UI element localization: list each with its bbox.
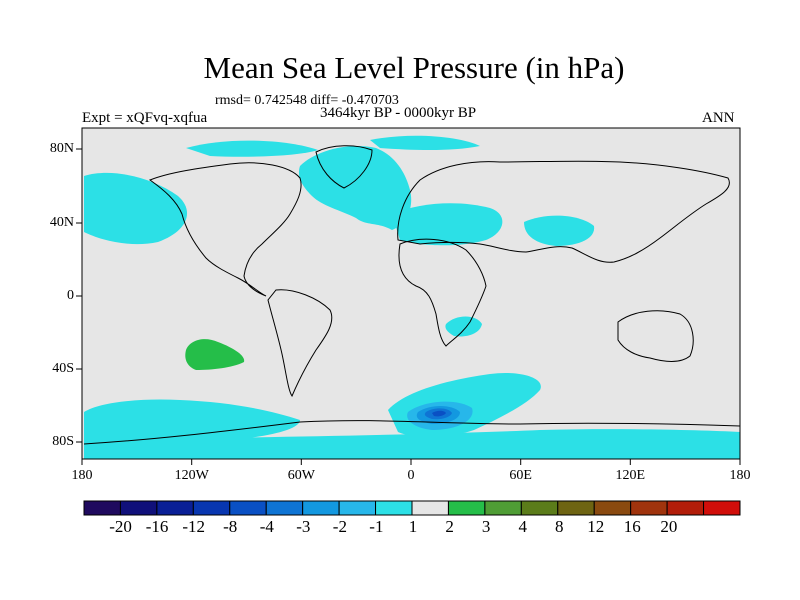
colorbar-box [229,500,267,516]
colorbar-label: -16 [145,517,169,536]
colorbar-box [557,500,595,516]
lon-label-180e: 180 [729,468,751,483]
colorbar-box [83,500,121,516]
anomaly-arctic-east [370,135,480,150]
lon-label-60e: 60E [509,468,532,483]
experiment-label: Expt = xQFvq-xqfua [82,110,208,126]
coastlines [83,145,741,445]
colorbar-label: 12 [587,517,605,536]
colorbar-label: 16 [623,517,641,536]
anomaly-central-asia [524,215,595,246]
lon-label-60w: 60W [287,468,315,483]
colorbar-box [630,500,668,516]
anomaly-north-pacific [84,172,188,245]
anomaly-greenland-atlantic [298,146,412,230]
colorbar-label: -12 [182,517,206,536]
colorbar-box [520,500,559,516]
lat-label-equator: 0 [67,288,74,303]
anomaly-south-pacific-positive [185,339,245,370]
colorbar-label: 2 [445,517,454,536]
lat-label-80n: 80N [49,141,74,156]
colorbar-label: 1 [408,517,418,536]
anomaly-europe [392,203,503,246]
anomaly-southern-africa [445,316,482,337]
colorbar-label: 20 [660,517,678,536]
coast-north-america [148,162,302,297]
lat-label-80s: 80S [52,434,74,449]
colorbar-label: -3 [296,517,311,536]
coast-eurasia [397,160,730,263]
colorbar-label: -4 [259,517,274,536]
colorbar-box [119,500,158,516]
coast-australia [617,310,694,362]
colorbar-box [484,500,522,516]
colorbar-box [338,500,377,516]
colorbar [83,500,741,516]
colorbar-label: -1 [369,517,384,536]
colorbar-box [156,500,194,516]
colorbar-label: 4 [518,517,527,536]
coast-africa [398,238,487,347]
lat-label-40n: 40N [49,215,74,230]
colorbar-label: -20 [109,517,132,536]
colorbar-label: -2 [332,517,347,536]
time-period-label: 3464kyr BP - 0000kyr BP [320,105,477,121]
anomaly-antarctic-coast [84,429,740,459]
colorbar-box [375,500,413,516]
anomaly-arctic-band [186,140,318,157]
colorbar-box [703,500,741,516]
map-title: Mean Sea Level Pressure (in hPa) [203,50,625,85]
lon-label-120e: 120E [615,468,646,483]
colorbar-label: 8 [554,517,564,536]
colorbar-box [192,500,231,516]
anomaly-southern-ocean-west [84,399,300,443]
anomaly-field [84,135,740,459]
colorbar-box [411,500,449,516]
colorbar-box [593,500,632,516]
colorbar-label: -8 [223,517,238,536]
season-label: ANN [702,110,735,126]
colorbar-label: 3 [481,517,491,536]
lon-label-180w: 180 [71,468,93,483]
colorbar-box [302,500,340,516]
anomaly-core-center [432,410,446,417]
axis-ticks [76,148,741,465]
coast-greenland [315,145,373,189]
map-panel [76,127,741,465]
colorbar-box [447,500,486,516]
colorbar-box [265,500,304,516]
lat-label-40s: 40S [52,361,74,376]
colorbar-box [666,500,705,516]
rmsd-diff-stats: rmsd= 0.742548 diff= -0.470703 [215,93,399,108]
lon-label-120w: 120W [174,468,209,483]
lon-label-0: 0 [407,468,415,483]
coast-south-america [267,289,333,398]
coast-antarctica [83,420,741,445]
